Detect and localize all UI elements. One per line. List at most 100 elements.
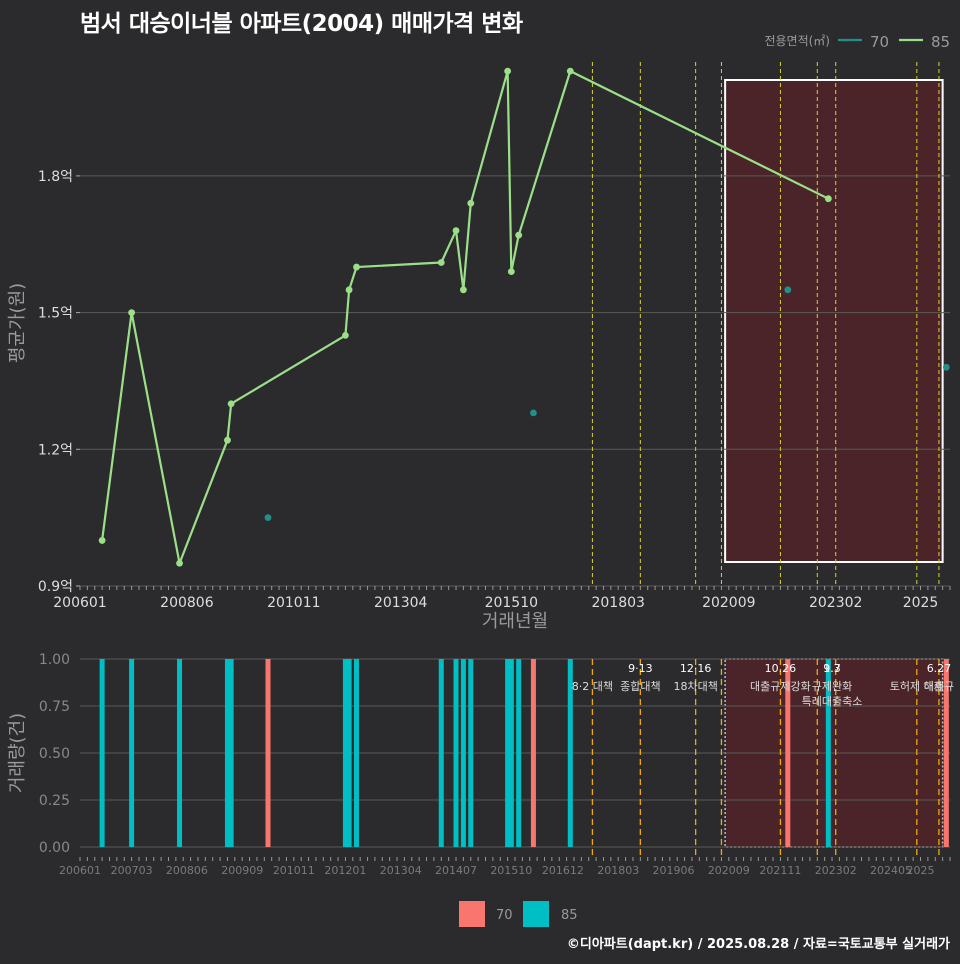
data-point-85 — [507, 268, 515, 275]
y-tick-label: 1.2억 — [38, 442, 73, 458]
x-tick-label: 201304 — [380, 864, 422, 877]
annotation-label: 토허제 해제 — [890, 679, 944, 693]
x-axis-title: 거래년월 — [482, 611, 548, 632]
x-tick-label: 2025 — [907, 864, 935, 877]
x-tick-label: 201803 — [591, 595, 644, 611]
data-point-85 — [566, 67, 574, 75]
bar-85 — [99, 659, 105, 847]
y-tick-label: 1.00 — [39, 652, 70, 668]
x-tick-label: 201011 — [267, 595, 320, 611]
x-tick-label: 201510 — [485, 595, 538, 611]
bar-85 — [438, 659, 444, 847]
y-tick-label: 1.5억 — [38, 306, 73, 322]
data-point-85 — [224, 436, 231, 444]
bar-85 — [342, 659, 348, 847]
x-tick-label: 200601 — [53, 595, 106, 611]
y-tick-label: 0.00 — [39, 840, 70, 856]
bar-85 — [468, 659, 474, 847]
annotation-label: 8·2 대책 — [572, 680, 613, 693]
y-axis-title: 평균가(원) — [7, 283, 28, 363]
bar-70 — [265, 659, 271, 847]
x-tick-label: 200601 — [59, 864, 101, 877]
data-point-85 — [459, 286, 467, 294]
data-point-70 — [264, 514, 272, 522]
bar-85 — [346, 659, 352, 847]
annotation-label: 대출규 — [924, 680, 954, 693]
x-tick-label: 2025 — [903, 595, 939, 611]
bar-85 — [505, 659, 511, 847]
x-tick-label: 202302 — [809, 595, 862, 611]
legend-swatch-85 — [523, 901, 549, 927]
series-line-85 — [101, 70, 829, 565]
x-tick-label: 202009 — [708, 864, 750, 877]
data-point-85 — [345, 286, 353, 294]
annotation-date: 10.26 — [765, 662, 797, 675]
x-tick-label: 202111 — [759, 864, 801, 877]
annotation-label: 종합대책 — [620, 680, 660, 693]
annotation-label: 특례대출축소 — [802, 695, 863, 708]
bar-85 — [460, 659, 466, 847]
y-tick-label: 0.75 — [39, 699, 70, 715]
bar-85 — [516, 659, 522, 847]
annotation-label: 규제완화 — [812, 680, 852, 693]
bar-85 — [825, 659, 831, 847]
source-caption: ©디아파트(dapt.kr) / 2025.08.28 / 자료=국토교통부 실… — [566, 937, 950, 952]
bar-85 — [228, 659, 234, 847]
legend-label-85: 85 — [931, 33, 950, 51]
data-point-85 — [128, 309, 136, 317]
annotation-date: 1.3 — [823, 662, 841, 675]
data-point-85 — [824, 195, 832, 203]
bar-85 — [129, 659, 135, 847]
bar-85 — [508, 659, 514, 847]
y-tick-label: 0.9억 — [38, 579, 73, 595]
y-tick-label: 0.25 — [39, 793, 70, 809]
legend-swatch-70 — [459, 901, 485, 927]
data-point-85 — [227, 400, 235, 408]
data-point-70 — [784, 286, 792, 294]
bar-70 — [530, 659, 536, 847]
annotation-label: 대출규제강화 — [750, 680, 811, 693]
bar-85 — [224, 659, 230, 847]
x-tick-label: 200806 — [166, 864, 208, 877]
highlight-box-top — [724, 79, 944, 563]
y-axis-title: 거래량(건) — [7, 713, 28, 793]
x-tick-label: 202302 — [815, 864, 857, 877]
data-point-85 — [98, 537, 106, 544]
data-point-85 — [452, 227, 460, 234]
x-tick-label: 201510 — [490, 864, 532, 877]
x-tick-label: 202405 — [870, 864, 912, 877]
data-point-85 — [515, 231, 523, 239]
data-point-85 — [353, 263, 360, 271]
data-point-85 — [504, 67, 512, 75]
data-point-85 — [467, 199, 475, 207]
x-tick-label: 201201 — [324, 864, 366, 877]
data-point-70 — [942, 363, 950, 371]
x-tick-label: 200909 — [221, 864, 263, 877]
bar-70 — [943, 659, 949, 847]
y-tick-label: 1.8억 — [38, 169, 73, 185]
x-tick-label: 201803 — [597, 864, 639, 877]
annotation-date: 12·16 — [680, 662, 712, 675]
bar-85 — [453, 659, 459, 847]
x-tick-label: 201011 — [273, 864, 315, 877]
annotation-date: 9.7 — [823, 662, 841, 675]
bar-85 — [353, 659, 359, 847]
legend-label-70: 70 — [496, 908, 513, 923]
x-tick-label: 200703 — [111, 864, 153, 877]
x-tick-label: 201407 — [435, 864, 477, 877]
bar-85 — [177, 659, 183, 847]
y-tick-label: 0.50 — [39, 746, 70, 762]
x-tick-label: 202009 — [702, 595, 755, 611]
x-tick-label: 201906 — [653, 864, 695, 877]
data-point-85 — [342, 331, 349, 339]
annotation-date: 9·13 — [628, 662, 653, 675]
chart-title: 범서 대승이너블 아파트(2004) 매매가격 변화 — [80, 11, 523, 37]
x-tick-label: 201304 — [374, 595, 428, 611]
bar-85 — [567, 659, 573, 847]
data-point-85 — [437, 259, 445, 266]
annotation-date: 6.27 — [927, 662, 952, 675]
annotation-label: 18차대책 — [673, 680, 717, 693]
legend-title: 전용면적(㎡) — [764, 34, 830, 48]
